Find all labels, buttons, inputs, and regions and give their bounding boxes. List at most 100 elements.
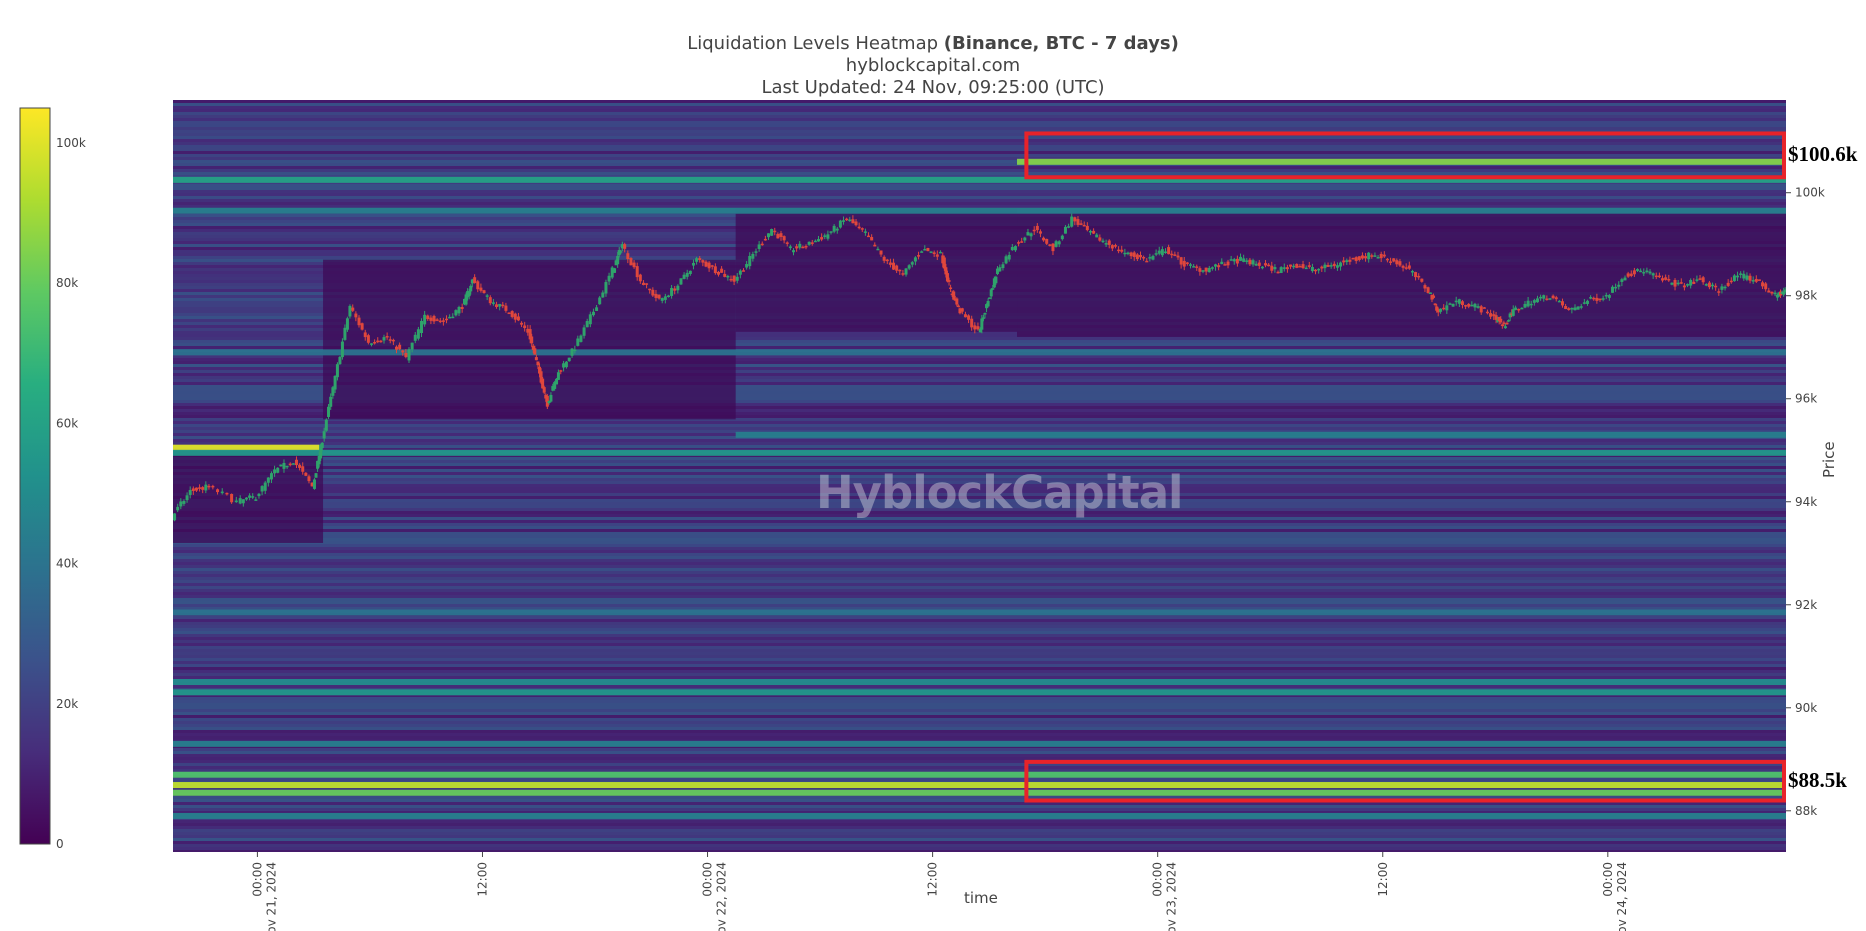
candle-body (617, 250, 621, 256)
candle-body (1273, 267, 1277, 270)
title-site: hyblockcapital.com (845, 55, 1021, 76)
candle-body (1645, 270, 1649, 273)
candle-body (623, 244, 627, 249)
heatmap-row (173, 733, 1786, 736)
candle-body (1201, 270, 1205, 272)
heatmap-row (173, 718, 1786, 721)
candle-body (1423, 285, 1427, 289)
candle-body (842, 220, 846, 222)
candle-body (398, 344, 402, 350)
heatmap-row (173, 112, 1786, 115)
candle-body (1532, 300, 1536, 303)
colorbar-tick-label: 60k (56, 416, 78, 430)
heatmap-row (173, 571, 1786, 574)
candle-body (980, 318, 984, 330)
candle-body (1107, 240, 1111, 245)
candle-body (1500, 324, 1504, 326)
heatmap-row (173, 382, 1786, 385)
candle-body (1123, 252, 1127, 255)
candle-body (1357, 256, 1361, 260)
candle-body (1345, 260, 1349, 263)
heatmap-row (173, 421, 1786, 424)
candle-body (1260, 266, 1264, 269)
heatmap-row (173, 712, 1786, 715)
heatmap-row (173, 175, 1786, 178)
heatmap-row (173, 145, 1786, 148)
candle-body (516, 316, 520, 321)
candle-body (526, 328, 530, 333)
heatmap-row (173, 634, 1786, 637)
colorbar-tick-label: 100k (56, 136, 86, 150)
heatmap-row (173, 118, 1786, 121)
candle-body (1551, 295, 1555, 299)
candle-body (354, 313, 358, 318)
candle-body (1726, 282, 1730, 286)
heatmap-row (173, 568, 1786, 571)
candle-body (1210, 267, 1214, 269)
heatmap-row (173, 460, 1786, 463)
candle-body (1775, 294, 1779, 298)
candle-body (1717, 291, 1721, 293)
candle-body (1439, 308, 1443, 312)
heatmap-row (173, 379, 1786, 382)
heatmap-row (173, 778, 1786, 781)
candle-body (379, 340, 383, 343)
heatmap-row (173, 625, 1786, 628)
candle-body (626, 253, 630, 260)
candle-body (462, 298, 466, 305)
candle-body (892, 262, 896, 270)
candle-body (1451, 303, 1455, 307)
candle-body (1204, 267, 1208, 272)
annotation-box (1024, 759, 1786, 803)
candle-body (1117, 249, 1121, 252)
heatmap-row (173, 403, 1786, 406)
x-tick-label: 12:00 (1376, 862, 1390, 897)
candle-body (754, 251, 758, 253)
candle-body (679, 278, 683, 285)
x-tick-label: 00:00 (701, 862, 715, 897)
heatmap-plot-area[interactable] (173, 100, 1786, 852)
heatmap-row (173, 697, 1786, 700)
heatmap-row (173, 106, 1786, 109)
heatmap-row (173, 355, 1786, 358)
candle-body (538, 366, 542, 374)
candle-body (804, 245, 808, 248)
candle-body (920, 251, 924, 253)
candle-body (579, 335, 583, 342)
heatmap-row (173, 367, 1786, 370)
candle-body (1013, 246, 1017, 251)
candle-body (738, 270, 742, 275)
x-tick-date-label: Nov 24, 2024 (1615, 862, 1629, 931)
heatmap-row (173, 337, 1786, 340)
candle-body (1407, 265, 1411, 269)
heatmap-row (173, 796, 1786, 799)
heatmap-row (173, 526, 1786, 529)
candle-body (1404, 267, 1408, 269)
candle-body (1742, 273, 1746, 279)
candle-body (1607, 295, 1611, 298)
candle-body (533, 348, 537, 355)
candle-body (423, 314, 427, 325)
heatmap-row (173, 103, 1786, 106)
candle-body (476, 281, 480, 290)
candle-body (851, 219, 855, 224)
candle-body (301, 466, 305, 472)
candle-body (454, 310, 458, 316)
candle-body (1045, 238, 1049, 244)
heatmap-row (173, 787, 1786, 790)
candle-body (241, 499, 245, 504)
candle-body (507, 312, 511, 315)
candle-body (1667, 278, 1671, 281)
candle-body (1301, 264, 1305, 268)
candle-body (1751, 280, 1755, 282)
heatmap-row (173, 541, 1786, 544)
heatmap-row (173, 493, 1786, 496)
candle-body (357, 317, 361, 326)
candle-body (551, 386, 555, 391)
candle-body (860, 228, 864, 230)
candle-body (588, 314, 592, 325)
candle-body (1242, 258, 1246, 262)
heatmap-row (173, 418, 1786, 421)
candle-body (573, 349, 577, 352)
candle-body (1170, 253, 1174, 256)
